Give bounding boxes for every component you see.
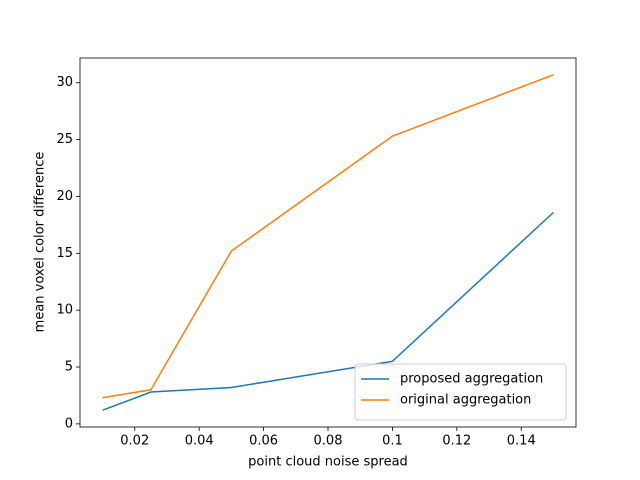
x-tick-label: 0.08 (314, 434, 343, 449)
y-tick-label: 10 (56, 303, 73, 318)
x-tick-label: 0.02 (120, 434, 149, 449)
legend-box (354, 363, 567, 421)
y-tick-label: 20 (56, 189, 73, 204)
x-tick-label: 0.1 (382, 434, 403, 449)
legend-label: original aggregation (400, 393, 531, 408)
y-tick-label: 30 (56, 75, 73, 90)
line-series (102, 211, 554, 411)
x-tick-label: 0.14 (507, 434, 536, 449)
x-axis-label: point cloud noise spread (248, 455, 408, 470)
x-tick-label: 0.06 (249, 434, 278, 449)
legend-label: proposed aggregation (400, 372, 543, 387)
y-tick-label: 15 (56, 246, 73, 261)
plot-frame (79, 57, 577, 428)
x-tick-label: 0.12 (442, 434, 471, 449)
line-series (102, 74, 554, 399)
x-tick-label: 0.04 (185, 434, 214, 449)
y-tick-label: 25 (56, 132, 73, 147)
y-axis-label: mean voxel color difference (33, 152, 48, 333)
y-tick-label: 0 (65, 416, 73, 431)
y-tick-label: 5 (65, 360, 73, 375)
